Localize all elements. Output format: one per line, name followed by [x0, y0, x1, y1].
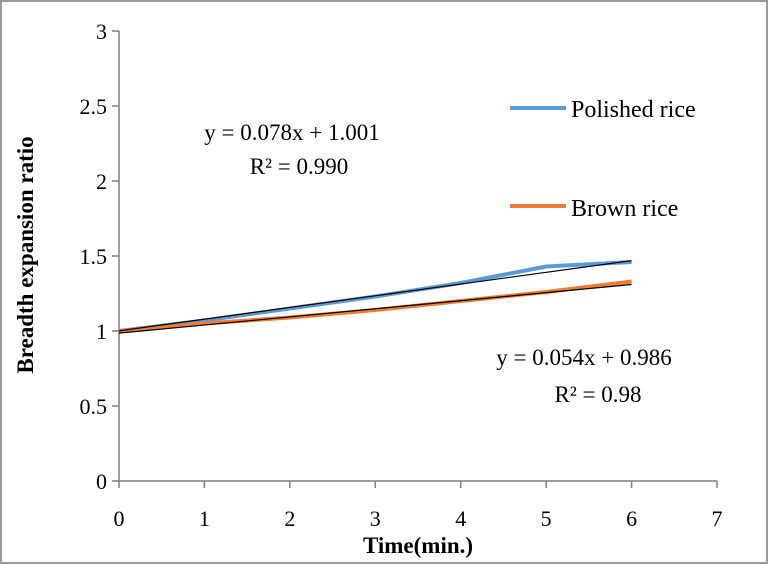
x-tick-label: 7 — [712, 506, 723, 531]
series-line-brown-rice — [118, 279, 632, 333]
legend: Polished rice Brown rice — [510, 97, 696, 222]
y-tick-label: 1.5 — [80, 244, 108, 269]
x-axis-title: Time(min.) — [363, 533, 473, 558]
series-line-polished-rice — [118, 260, 632, 333]
trend-equation-brown-rice: y = 0.054x + 0.986 — [496, 345, 671, 370]
y-axis-title: Breadth expansion ratio — [13, 136, 38, 373]
trend-r2-brown-rice: R² = 0.98 — [555, 382, 642, 407]
trendline-brown-rice — [118, 283, 632, 334]
annotation-polished-rice: y = 0.078x + 1.001 R² = 0.990 — [204, 120, 379, 179]
y-tick-label: 0.5 — [80, 394, 108, 419]
annotation-brown-rice: y = 0.054x + 0.986 R² = 0.98 — [496, 345, 671, 407]
y-tick-label: 1 — [96, 319, 107, 344]
trend-r2-polished-rice: R² = 0.990 — [250, 154, 348, 179]
legend-label-polished-rice: Polished rice — [571, 97, 696, 123]
trendlines — [118, 260, 632, 334]
x-tick-labels: 0 1 2 3 4 5 6 7 — [114, 506, 723, 531]
y-tick-label: 2.5 — [80, 94, 108, 119]
x-tick-label: 0 — [114, 506, 125, 531]
x-tick-label: 1 — [199, 506, 210, 531]
x-tick-label: 5 — [541, 506, 552, 531]
y-tick-label: 2 — [96, 169, 107, 194]
x-tick-label: 4 — [455, 506, 466, 531]
x-tick-label: 2 — [284, 506, 295, 531]
x-tick-label: 6 — [626, 506, 637, 531]
legend-label-brown-rice: Brown rice — [571, 196, 678, 222]
y-tick-label: 3 — [96, 19, 107, 44]
x-tick-label: 3 — [370, 506, 381, 531]
y-tick-label: 0 — [96, 469, 107, 494]
y-tick-labels: 0 0.5 1 1.5 2 2.5 3 — [80, 19, 108, 494]
trend-equation-polished-rice: y = 0.078x + 1.001 — [204, 120, 379, 145]
axes — [112, 30, 718, 488]
trendline-polished-rice — [118, 260, 632, 332]
